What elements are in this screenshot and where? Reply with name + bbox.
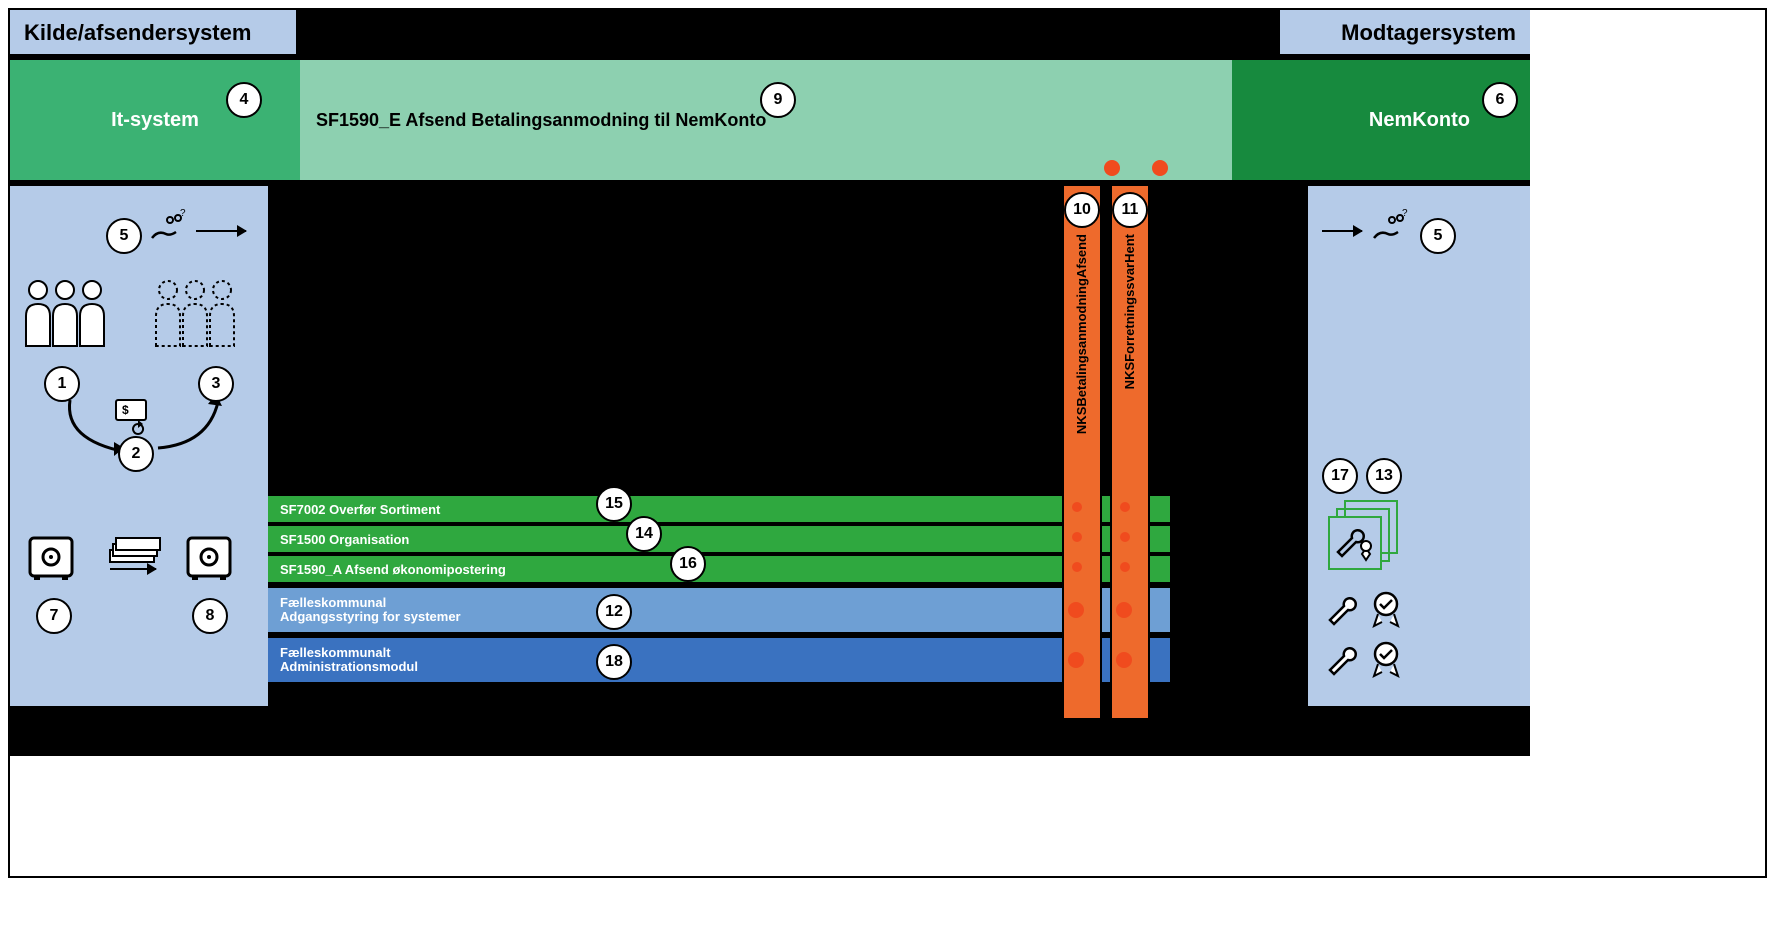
badge-10: 10 [1064,192,1100,228]
people-dotted-icon [150,276,250,356]
label-nemkonto: NemKonto [1369,109,1470,132]
label-sf1590e: SF1590_E Afsend Betalingsanmodning til N… [316,110,766,131]
box-it-system: It-system 4 [10,60,300,180]
bar-adgang-l1: Fælleskommunal [280,596,386,610]
safe-right-icon [186,536,232,582]
badge-1: 1 [44,366,80,402]
dot-b1b [1116,602,1132,618]
pillar-11: 11 NKSForretningssvarHent [1110,186,1150,720]
badge-18: 18 [596,644,632,680]
badge-3: 3 [198,366,234,402]
bar-admin-l2: Administrationsmodul [280,660,418,674]
label-it-system: It-system [111,109,199,132]
header-gap [296,10,1280,54]
dot-b2a [1068,652,1084,668]
dot-b2b [1116,652,1132,668]
bar-sf1590a: SF1590_A Afsend økonomipostering [268,556,1170,582]
bar-sf7002-label: SF7002 Overfør Sortiment [280,502,440,517]
svg-text:?: ? [180,208,186,219]
header-right: Modtagersystem [1280,10,1530,54]
left-panel: 5 ? [10,186,268,706]
dot-g2a [1072,532,1082,542]
badge-4: 4 [226,82,262,118]
wrench-badge-icon-1 [1330,518,1380,568]
badge-7: 7 [36,598,72,634]
arrow-right-in [1322,230,1362,232]
svg-text:$: $ [122,403,129,417]
bar-sf7002: SF7002 Overfør Sortiment [268,496,1170,522]
badge-17: 17 [1322,458,1358,494]
dot-g3a [1072,562,1082,572]
bottom-white [10,756,1765,876]
center-panel: 10 NKSBetalingsanmodningAfsend 11 NKSFor… [268,186,1308,706]
bar-sf1500: SF1500 Organisation [268,526,1170,552]
bar-admin: Fælleskommunalt Administrationsmodul [268,638,1170,682]
arrow-left-out [196,230,246,232]
diagram-frame: Kilde/afsendersystem Modtagersystem It-s… [8,8,1767,878]
badge-13: 13 [1366,458,1402,494]
svg-text:?: ? [1402,208,1408,219]
badge-16: 16 [670,546,706,582]
bar-sf1500-label: SF1500 Organisation [280,532,409,547]
badge-2: 2 [118,436,154,472]
badge-8: 8 [192,598,228,634]
bar-admin-l1: Fælleskommunalt [280,646,391,660]
dot-top-10 [1104,160,1120,176]
bar-adgang-l2: Adgangsstyring for systemer [280,610,461,624]
dot-g1b [1120,502,1130,512]
pillar-10-label: NKSBetalingsanmodningAfsend [1074,234,1089,434]
wrench-badge-row-1 [1324,586,1414,630]
dot-g3b [1120,562,1130,572]
badge-14: 14 [626,516,662,552]
dot-b1a [1068,602,1084,618]
coins-hand-right-icon: ? [1370,210,1410,250]
badge-5-right: 5 [1420,218,1456,254]
badge-5-left: 5 [106,218,142,254]
box-sf1590e: SF1590_E Afsend Betalingsanmodning til N… [300,60,1232,180]
safe-left-icon [28,536,74,582]
header-left: Kilde/afsendersystem [10,10,296,54]
bar-sf1590a-label: SF1590_A Afsend økonomipostering [280,562,506,577]
badge-12: 12 [596,594,632,630]
dot-top-11 [1152,160,1168,176]
right-panel: ? 5 17 13 [1308,186,1530,706]
badge-11: 11 [1112,192,1148,228]
wrench-badge-row-2 [1324,636,1414,680]
main-area: 5 ? [10,180,1530,706]
bar-adgang: Fælleskommunal Adgangsstyring for system… [268,588,1170,632]
row-systems: It-system 4 SF1590_E Afsend Betalingsanm… [10,54,1530,180]
people-solid-icon [20,276,110,356]
pillar-11-label: NKSForretningssvarHent [1122,234,1137,389]
diagram: Kilde/afsendersystem Modtagersystem It-s… [10,10,1530,756]
coins-hand-icon: ? [148,210,188,250]
badge-6: 6 [1482,82,1518,118]
pillar-10: 10 NKSBetalingsanmodningAfsend [1062,186,1102,720]
badge-15: 15 [596,486,632,522]
box-nemkonto: NemKonto 6 [1232,60,1530,180]
bottom-gap [10,706,1530,756]
mini-rect-1 [1328,516,1382,570]
dot-g1a [1072,502,1082,512]
dot-g2b [1120,532,1130,542]
badge-9: 9 [760,82,796,118]
arrow-safe [110,568,156,570]
